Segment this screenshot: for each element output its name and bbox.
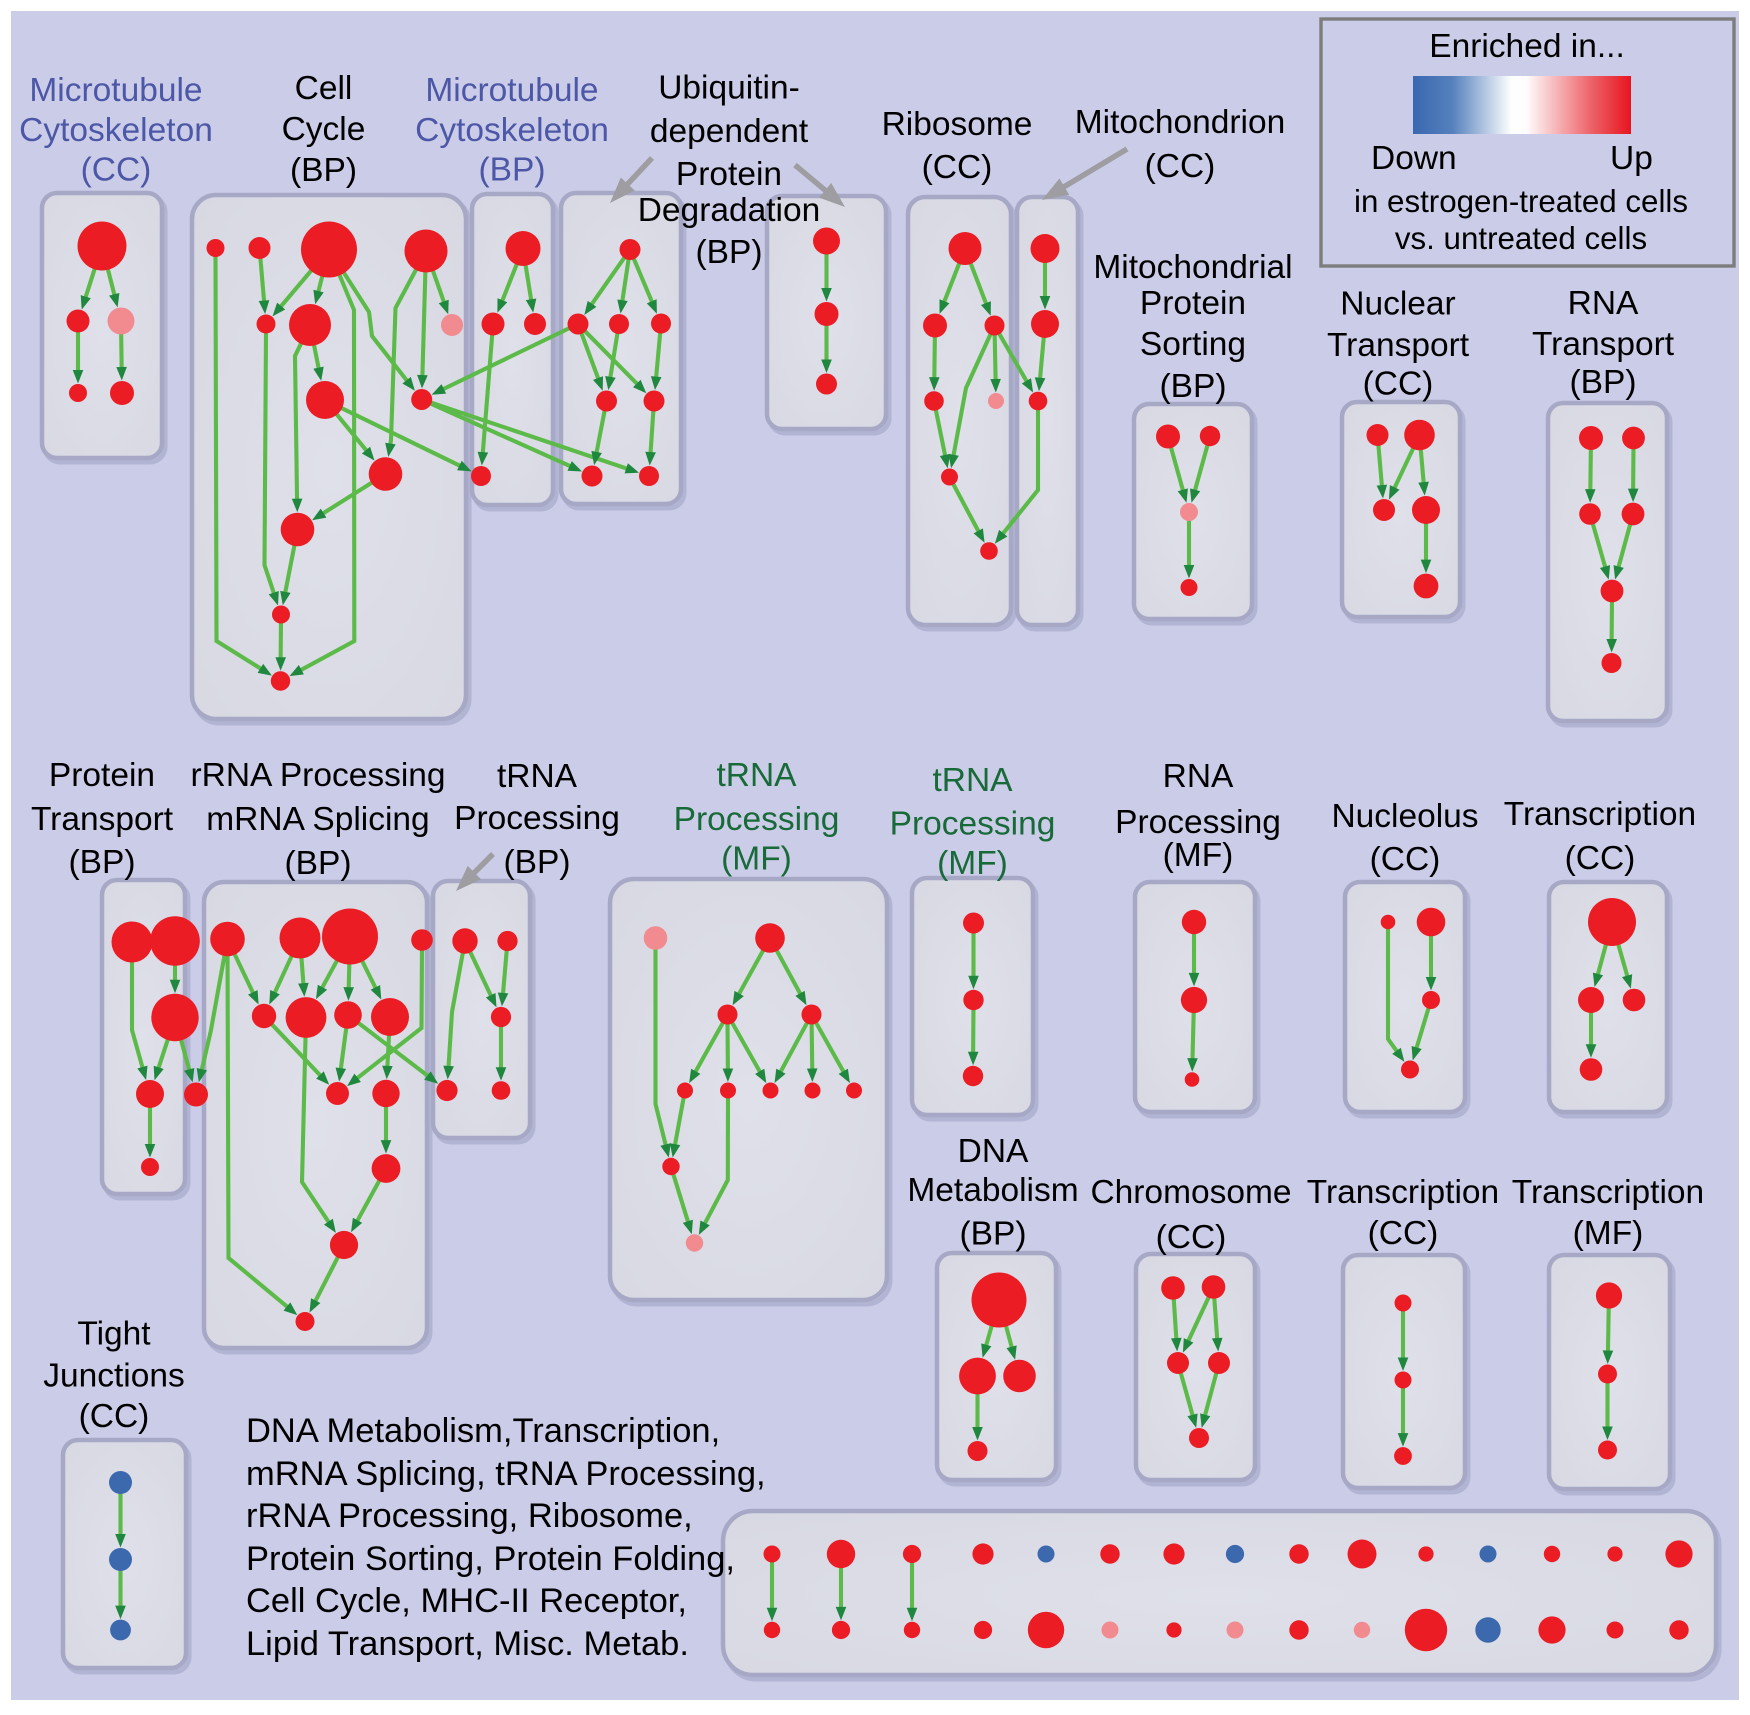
svg-text:Ribosome: Ribosome — [882, 106, 1033, 143]
svg-text:rRNA Processing: rRNA Processing — [190, 757, 445, 794]
svg-text:Microtubule: Microtubule — [29, 72, 202, 109]
svg-text:(BP): (BP) — [1570, 364, 1637, 401]
svg-text:Enriched in...: Enriched in... — [1429, 28, 1625, 65]
svg-text:(BP): (BP) — [1160, 368, 1227, 405]
svg-text:Cytoskeleton: Cytoskeleton — [415, 112, 609, 149]
svg-text:(CC): (CC) — [1363, 366, 1434, 403]
svg-text:Transport: Transport — [31, 801, 174, 838]
svg-text:Transport: Transport — [1327, 327, 1470, 364]
svg-text:Cell: Cell — [295, 70, 353, 107]
svg-text:(CC): (CC) — [1370, 841, 1441, 878]
svg-text:Transport: Transport — [1532, 326, 1675, 363]
svg-text:Protein: Protein — [49, 757, 155, 794]
svg-text:(BP): (BP) — [504, 844, 571, 881]
svg-text:(BP): (BP) — [69, 844, 136, 881]
svg-text:(BP): (BP) — [290, 152, 357, 189]
svg-text:Processing: Processing — [890, 806, 1056, 843]
svg-text:(MF): (MF) — [721, 841, 792, 878]
svg-text:Processing: Processing — [454, 800, 620, 837]
svg-text:Degradation: Degradation — [638, 192, 821, 229]
svg-text:Ubiquitin-: Ubiquitin- — [658, 70, 800, 107]
svg-text:(MF): (MF) — [1573, 1215, 1644, 1252]
svg-text:Cell Cycle, MHC-II Receptor,: Cell Cycle, MHC-II Receptor, — [246, 1582, 687, 1620]
svg-text:DNA Metabolism,Transcription,: DNA Metabolism,Transcription, — [246, 1412, 720, 1450]
svg-text:Cycle: Cycle — [282, 111, 366, 148]
svg-text:Nuclear: Nuclear — [1340, 286, 1455, 323]
svg-text:Lipid Transport, Misc. Metab.: Lipid Transport, Misc. Metab. — [246, 1625, 689, 1663]
svg-text:Transcription: Transcription — [1512, 1174, 1704, 1211]
svg-text:tRNA: tRNA — [497, 758, 578, 795]
svg-text:Protein: Protein — [1140, 285, 1246, 322]
svg-text:(CC): (CC) — [1156, 1219, 1227, 1256]
svg-text:vs. untreated cells: vs. untreated cells — [1395, 221, 1647, 256]
svg-text:(BP): (BP) — [960, 1216, 1027, 1253]
svg-text:mRNA Splicing: mRNA Splicing — [206, 801, 429, 838]
svg-text:Protein: Protein — [676, 156, 782, 193]
svg-text:Mitochondrial: Mitochondrial — [1093, 249, 1292, 286]
svg-text:rRNA Processing, Ribosome,: rRNA Processing, Ribosome, — [246, 1497, 693, 1535]
svg-text:Chromosome: Chromosome — [1090, 1174, 1291, 1211]
svg-text:Down: Down — [1371, 140, 1457, 177]
svg-text:Nucleolus: Nucleolus — [1331, 798, 1478, 835]
svg-text:dependent: dependent — [650, 113, 809, 150]
svg-text:DNA: DNA — [958, 1133, 1029, 1170]
svg-text:RNA: RNA — [1568, 285, 1639, 322]
svg-text:(BP): (BP) — [696, 234, 763, 271]
svg-text:Transcription: Transcription — [1504, 796, 1696, 833]
svg-text:tRNA: tRNA — [716, 757, 797, 794]
svg-text:Processing: Processing — [674, 801, 840, 838]
svg-text:Protein Sorting, Protein Foldi: Protein Sorting, Protein Folding, — [246, 1540, 735, 1578]
svg-text:Cytoskeleton: Cytoskeleton — [19, 112, 213, 149]
svg-text:(CC): (CC) — [1565, 840, 1636, 877]
svg-text:(MF): (MF) — [937, 845, 1008, 882]
svg-text:(BP): (BP) — [285, 845, 352, 882]
svg-text:Metabolism: Metabolism — [907, 1172, 1078, 1209]
svg-text:in estrogen-treated cells: in estrogen-treated cells — [1354, 184, 1688, 219]
svg-text:(CC): (CC) — [81, 152, 152, 189]
svg-text:tRNA: tRNA — [932, 762, 1013, 799]
svg-text:Microtubule: Microtubule — [425, 72, 598, 109]
svg-text:Transcription: Transcription — [1307, 1174, 1499, 1211]
svg-text:(MF): (MF) — [1163, 837, 1234, 874]
svg-text:(CC): (CC) — [79, 1398, 150, 1435]
svg-text:Tight: Tight — [77, 1316, 151, 1353]
svg-text:Sorting: Sorting — [1140, 326, 1246, 363]
svg-text:Mitochondrion: Mitochondrion — [1075, 104, 1285, 141]
svg-text:(CC): (CC) — [1368, 1215, 1439, 1252]
svg-text:(CC): (CC) — [922, 149, 993, 186]
svg-text:Junctions: Junctions — [43, 1358, 185, 1395]
svg-text:mRNA Splicing, tRNA Processing: mRNA Splicing, tRNA Processing, — [246, 1455, 766, 1493]
svg-text:(CC): (CC) — [1145, 148, 1216, 185]
svg-text:(BP): (BP) — [479, 152, 546, 189]
svg-text:Up: Up — [1610, 140, 1653, 177]
svg-text:RNA: RNA — [1163, 758, 1234, 795]
svg-text:Processing: Processing — [1115, 804, 1281, 841]
